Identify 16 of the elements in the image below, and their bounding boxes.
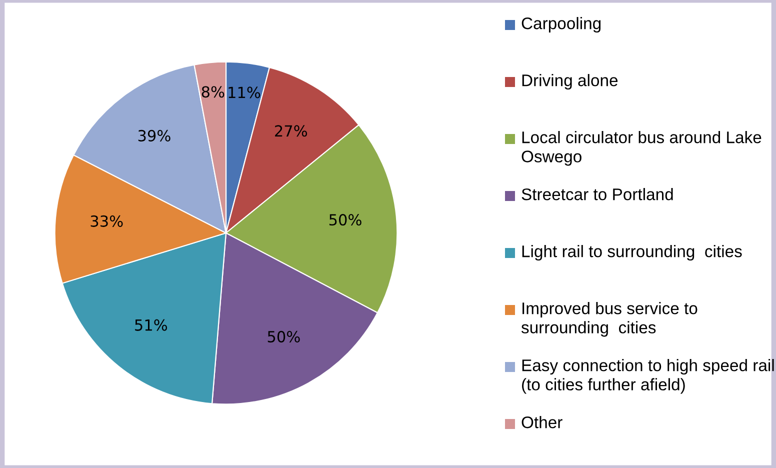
data-label: 27%: [275, 125, 308, 137]
legend-label: Improved bus service to surrounding cities: [521, 302, 698, 337]
legend-label: Other: [522, 416, 562, 428]
data-label: 51%: [135, 319, 168, 331]
legend-label: Local circulator bus around Lake Oswego: [522, 131, 762, 166]
legend-label: Streetcar to Portland: [522, 188, 673, 200]
data-label: 33%: [90, 215, 123, 227]
data-label: 50%: [329, 214, 362, 226]
data-label: 8%: [202, 86, 224, 98]
legend-label: Driving alone: [522, 74, 618, 90]
data-label: 11%: [228, 86, 260, 98]
data-label: 50%: [268, 330, 300, 342]
data-label: 39%: [138, 130, 170, 142]
legend-label: Light rail to surrounding cities: [522, 245, 742, 261]
legend-label: Easy connection to high speed rail (to cities further afield): [522, 359, 774, 394]
legend-label: Carpooling: [522, 17, 601, 33]
